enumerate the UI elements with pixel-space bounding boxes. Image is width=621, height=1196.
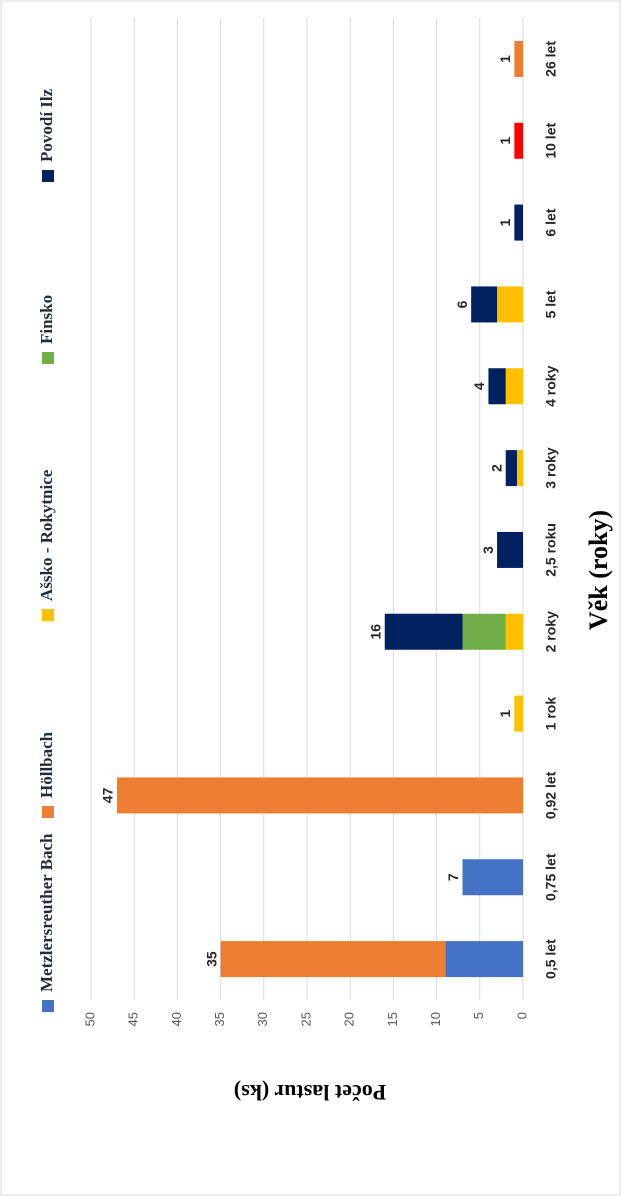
y-tick-label: 0	[514, 1012, 529, 1019]
y-tick-label: 50	[82, 1012, 97, 1026]
legend-swatch	[42, 806, 54, 818]
y-tick-label: 20	[342, 1012, 357, 1026]
data-label: 1	[497, 218, 513, 226]
y-tick-label: 25	[298, 1012, 313, 1026]
data-label: 1	[497, 137, 513, 145]
y-axis-title: Počet lastur (ks)	[234, 1080, 386, 1105]
legend-label: Finsko	[37, 295, 56, 344]
data-label: 1	[497, 55, 513, 63]
category-label: 5 let	[543, 290, 559, 318]
bar-segment	[505, 368, 523, 405]
bar-segment	[116, 777, 524, 814]
data-label: 1	[497, 709, 513, 717]
bar-segment	[462, 859, 523, 896]
category-label: 10 let	[543, 123, 559, 159]
y-tick-label: 30	[255, 1012, 270, 1026]
legend-swatch	[42, 170, 54, 182]
bar-segment	[516, 450, 523, 487]
category-label: 1 rok	[543, 697, 559, 731]
data-label: 2	[488, 464, 504, 472]
data-label: 7	[445, 873, 461, 881]
data-label: 35	[203, 951, 219, 967]
category-label: 6 let	[543, 208, 559, 236]
y-tick-label: 35	[212, 1012, 227, 1026]
data-label: 6	[454, 300, 470, 308]
bar-segment	[514, 40, 523, 77]
y-tick-label: 45	[126, 1012, 141, 1026]
y-tick-label: 40	[169, 1012, 184, 1026]
bar-segment	[497, 531, 523, 568]
category-label: 3 roky	[543, 447, 559, 488]
bar-segment	[497, 286, 523, 323]
bar-segment	[445, 941, 523, 978]
legend-swatch	[42, 352, 54, 364]
bar-segment	[471, 286, 498, 323]
y-tick-label: 5	[471, 1012, 486, 1019]
legend-swatch	[42, 609, 54, 621]
bar-segment	[505, 450, 517, 487]
category-label: 26 let	[543, 41, 559, 77]
bar-segment	[514, 695, 523, 732]
data-label: 47	[100, 787, 116, 803]
category-label: 0,75 let	[543, 853, 559, 901]
legend-swatch	[42, 1000, 54, 1012]
bar-segment	[505, 613, 523, 650]
category-label: 0,5 let	[543, 939, 559, 979]
category-label: 4 roky	[543, 365, 559, 406]
category-label: 2 roky	[543, 611, 559, 652]
bar-segment	[514, 122, 523, 159]
data-label: 3	[480, 546, 496, 554]
data-label: 16	[367, 624, 383, 640]
legend-label: Ašsko - Rokytnice	[37, 469, 56, 601]
category-label: 2,5 roku	[543, 523, 559, 577]
bar-segment	[514, 204, 523, 241]
y-tick-label: 15	[385, 1012, 400, 1026]
x-axis-title: Věk (roky)	[584, 510, 613, 630]
data-label: 4	[471, 382, 487, 390]
legend-label: Höllbach	[37, 731, 56, 798]
bar-segment	[384, 613, 463, 650]
legend: Metzlersreuther Bach Höllbach Ašsko - Roky…	[37, 88, 56, 1012]
legend-label: Metzlersreuther Bach	[37, 833, 56, 992]
bars	[116, 40, 524, 978]
bar-segment	[488, 368, 506, 405]
bar-segment	[220, 941, 446, 978]
labels: 0 5 10 15 20 25 30 35 40 45 50 35 0,5 let 7 0,75 let 47…	[82, 41, 558, 1027]
bar-segment	[462, 613, 506, 650]
category-label: 0,92 let	[543, 771, 559, 819]
y-tick-label: 10	[428, 1012, 443, 1026]
legend-label: Povodí Ilz	[37, 88, 56, 162]
